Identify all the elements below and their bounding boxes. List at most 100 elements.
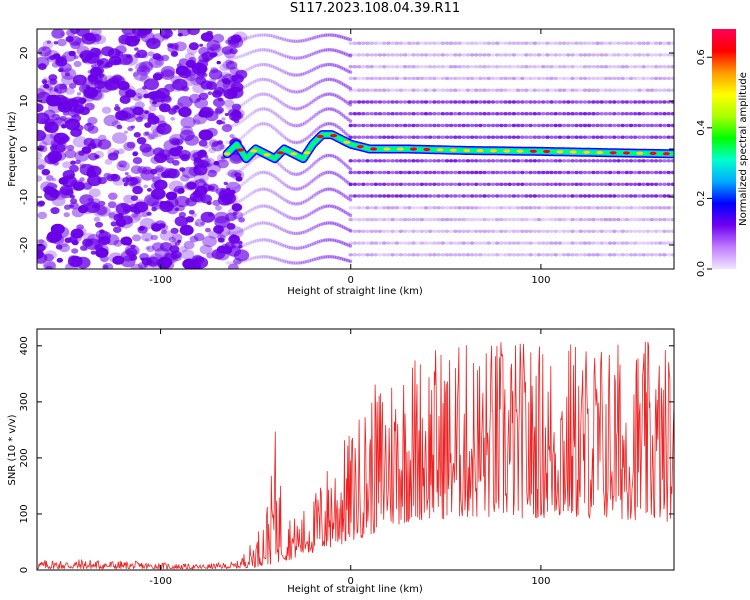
spectrogram-band-dot	[318, 34, 323, 38]
spectrogram-harmonic-dot	[453, 100, 458, 104]
spectrogram-harmonic-dot	[411, 170, 416, 175]
spectrogram-band-dot	[312, 51, 316, 56]
spectrogram-harmonic-dot	[557, 182, 563, 186]
spectrogram-noise-blob	[53, 233, 62, 240]
spectrogram-harmonic-dot	[423, 229, 429, 233]
spectrogram-band-dot	[282, 259, 287, 264]
spectrogram-band-dot	[257, 78, 261, 82]
spectrogram-noise-blob	[147, 92, 156, 99]
spectrogram-band-dot	[264, 77, 268, 82]
spectrogram-harmonic-dot	[469, 206, 475, 210]
spectrogram-band-dot	[252, 156, 257, 161]
spectrogram-noise-blob	[151, 207, 157, 212]
spectrogram-harmonic-dot	[469, 159, 475, 163]
spectrogram-band-dot	[328, 47, 332, 52]
spectrogram-harmonic-dot	[587, 217, 592, 222]
spectrogram-harmonic-dot	[649, 229, 655, 233]
spectrogram-harmonic-dot	[486, 53, 491, 57]
spectrogram-noise-blob	[78, 106, 90, 116]
spectrogram-band-dot	[243, 164, 248, 169]
spectrogram-noise-blob	[44, 189, 59, 201]
spectrogram-harmonic-dot	[465, 253, 471, 257]
spectrogram-noise-blob	[110, 221, 118, 227]
spectrogram-harmonic-dot	[453, 241, 458, 245]
spectrogram-harmonic-dot	[402, 194, 408, 198]
spectrogram-harmonic-dot	[428, 76, 433, 81]
spectrogram-noise-blob	[235, 176, 243, 182]
spectrogram-band-dot	[291, 56, 296, 60]
spectrogram-harmonic-dot	[587, 182, 592, 186]
spectrogram-harmonic-dot	[637, 170, 642, 175]
spectrogram-harmonic-dot	[394, 159, 399, 163]
spectrogram-harmonic-dot	[557, 194, 563, 198]
spectrogram-band-dot	[271, 49, 275, 54]
spectrogram-band-dot	[300, 72, 305, 76]
spectrogram-harmonic-dot	[603, 112, 609, 116]
spectrogram-harmonic-dot	[423, 194, 429, 198]
spectrogram-harmonic-dot	[620, 170, 625, 175]
spectrogram-harmonic-dot	[612, 88, 617, 92]
spectrogram-band-dot	[259, 92, 264, 96]
spectrogram-harmonic-dot	[624, 194, 629, 198]
spectrogram-band-dot	[305, 103, 309, 108]
spectrogram-harmonic-dot	[549, 217, 554, 222]
spectrogram-harmonic-dot	[624, 53, 629, 57]
spectrogram-band-dot	[282, 118, 287, 123]
spectrogram-harmonic-dot	[574, 53, 579, 57]
spectrogram-harmonic-dot	[495, 88, 500, 92]
spectrogram-harmonic-dot	[365, 253, 370, 257]
spectrogram-harmonic-dot	[436, 253, 441, 257]
spectrogram-harmonic-dot	[578, 229, 583, 233]
spectrogram-noise-blob	[127, 126, 134, 131]
spectrogram-band-dot	[284, 54, 289, 59]
spectrogram-band-dot	[325, 62, 330, 67]
spectrogram-harmonic-dot	[348, 112, 353, 116]
spectrogram-band-dot	[277, 162, 282, 167]
spectrogram-harmonic-dot	[557, 159, 563, 163]
spectrogram-harmonic-dot	[532, 194, 537, 198]
spectrogram-band-dot	[239, 259, 243, 264]
spectrogram-band-dot	[234, 245, 239, 250]
spectrogram-harmonic-dot	[612, 159, 617, 163]
spectrogram-harmonic-dot	[524, 206, 529, 210]
spectrogram-harmonic-dot	[574, 76, 579, 81]
spectrogram-band-dot	[280, 243, 284, 247]
spectrogram-harmonic-dot	[495, 135, 500, 139]
spectrogram-band-dot	[321, 93, 325, 98]
spectrogram-band-dot	[334, 255, 339, 260]
spectrogram-harmonic-dot	[448, 65, 454, 69]
spectrogram-band-dot	[330, 187, 334, 192]
spectrogram-harmonic-dot	[440, 241, 445, 245]
spectrogram-harmonic-dot	[402, 170, 408, 175]
spectrogram-harmonic-dot	[624, 76, 629, 81]
spectrogram-harmonic-dot	[461, 76, 466, 81]
spectrogram-noise-blob	[204, 155, 209, 159]
spectrogram-noise-blob	[153, 118, 158, 123]
spectrogram-harmonic-dot	[624, 112, 629, 116]
spectrogram-band-dot	[316, 126, 321, 130]
spectrogram-harmonic-dot	[386, 53, 391, 57]
spectrogram-y-tick-label: 0	[19, 146, 30, 152]
spectrogram-band-dot	[346, 37, 350, 41]
spectrogram-band-dot	[337, 173, 341, 178]
spectrogram-band-dot	[293, 202, 298, 206]
spectrogram-harmonic-dot	[628, 123, 634, 128]
spectrogram-harmonic-dot	[582, 135, 588, 139]
spectrogram-band-dot	[318, 222, 323, 227]
spectrogram-noise-blob	[121, 29, 136, 36]
spectrogram-harmonic-dot	[645, 206, 650, 210]
spectrogram-band-dot	[305, 183, 309, 187]
spectrogram-band-dot	[332, 93, 337, 97]
spectrogram-band-dot	[337, 125, 341, 130]
spectrogram-harmonic-dot	[603, 41, 609, 45]
spectrogram-harmonic-dot	[662, 217, 667, 222]
spectrogram-band-dot	[328, 170, 332, 175]
spectrogram-harmonic-dot	[461, 159, 466, 163]
spectrogram-noise-blob	[112, 85, 117, 89]
spectrogram-band-dot	[275, 176, 280, 181]
spectrogram-harmonic-dot	[570, 241, 575, 245]
spectrogram-noise-blob	[144, 238, 149, 242]
spectrogram-noise-blob	[107, 148, 120, 158]
spectrogram-band-dot	[321, 238, 325, 243]
spectrogram-harmonic-dot	[448, 100, 454, 104]
